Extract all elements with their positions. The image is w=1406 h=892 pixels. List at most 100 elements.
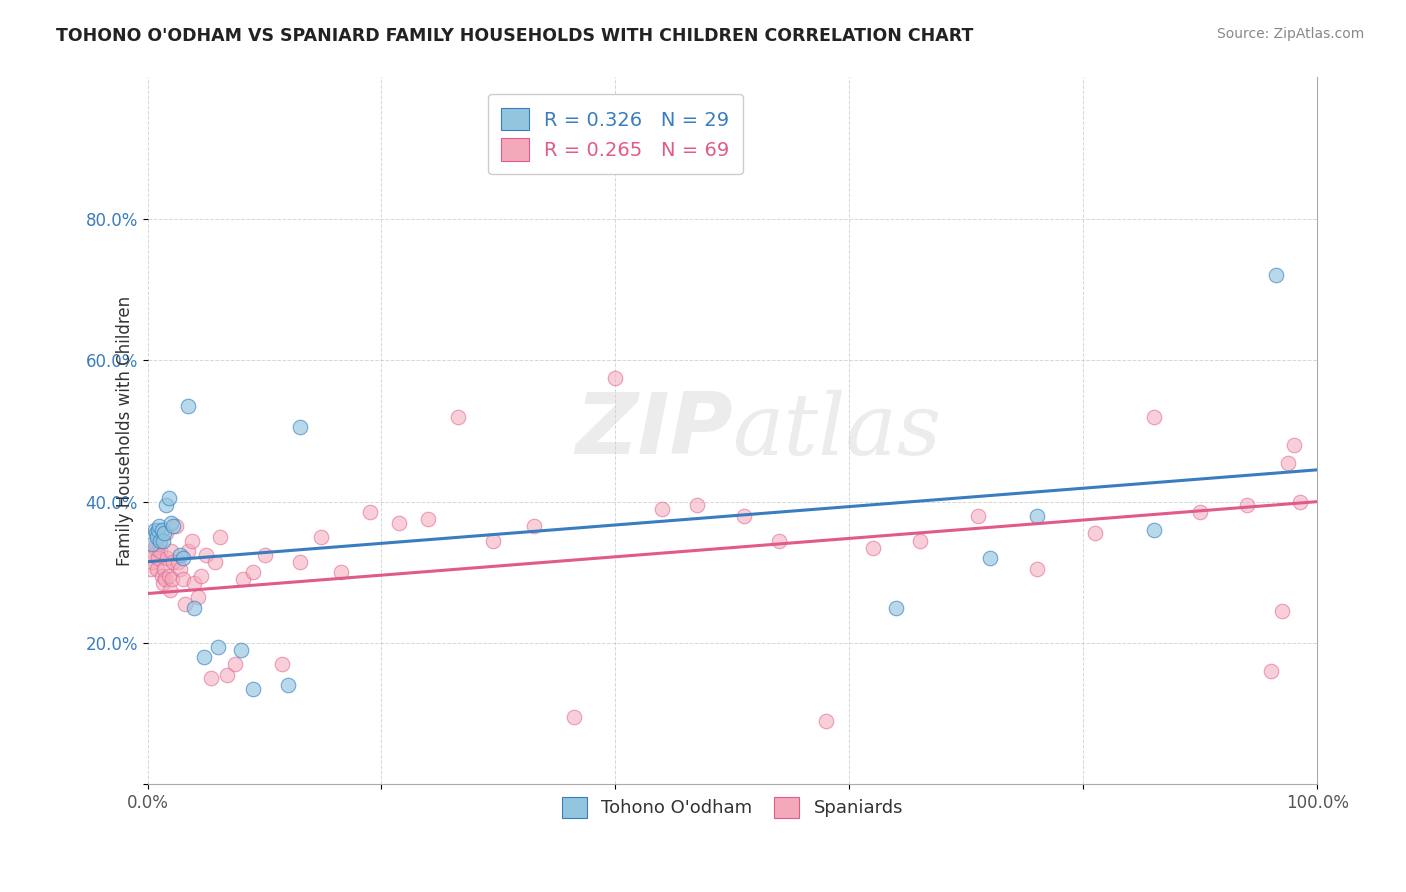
Point [1025, 508, 1047, 523]
Point [152, 576, 174, 591]
Point [862, 541, 884, 555]
Point [253, 548, 276, 562]
Point [146, 530, 169, 544]
Point [481, 533, 503, 548]
Point [1288, 494, 1310, 508]
Point [1277, 456, 1299, 470]
Point [153, 562, 176, 576]
Point [160, 544, 183, 558]
Point [686, 498, 709, 512]
Point [979, 551, 1001, 566]
Point [177, 544, 200, 558]
Point [193, 650, 215, 665]
Point [733, 508, 755, 523]
Point [143, 541, 166, 555]
Point [149, 533, 172, 548]
Text: TOHONO O'ODHAM VS SPANIARD FAMILY HOUSEHOLDS WITH CHILDREN CORRELATION CHART: TOHONO O'ODHAM VS SPANIARD FAMILY HOUSEH… [56, 27, 973, 45]
Point [187, 590, 209, 604]
Point [1265, 268, 1288, 283]
Point [160, 516, 183, 530]
Point [1142, 523, 1164, 537]
Point [1189, 505, 1212, 519]
Point [1084, 526, 1107, 541]
Point [146, 562, 169, 576]
Point [768, 533, 790, 548]
Point [1260, 665, 1282, 679]
Point [183, 600, 205, 615]
Point [1142, 409, 1164, 424]
Point [215, 668, 238, 682]
Point [1282, 438, 1305, 452]
Point [150, 523, 173, 537]
Point [165, 519, 187, 533]
Point [1025, 562, 1047, 576]
Point [141, 537, 163, 551]
Point [172, 573, 194, 587]
Point [195, 548, 218, 562]
Point [564, 710, 586, 724]
Point [967, 508, 990, 523]
Point [651, 501, 673, 516]
Point [190, 569, 212, 583]
Point [242, 566, 264, 580]
Point [209, 530, 232, 544]
Point [177, 399, 200, 413]
Point [153, 573, 176, 587]
Text: Source: ZipAtlas.com: Source: ZipAtlas.com [1216, 27, 1364, 41]
Point [605, 371, 627, 385]
Point [160, 573, 183, 587]
Point [155, 498, 177, 512]
Point [183, 576, 205, 591]
Point [232, 573, 254, 587]
Point [418, 512, 440, 526]
Point [150, 569, 173, 583]
Point [207, 640, 229, 654]
Point [157, 569, 180, 583]
Point [149, 544, 172, 558]
Point [329, 566, 352, 580]
Point [145, 526, 167, 541]
Point [155, 526, 177, 541]
Point [139, 562, 162, 576]
Point [446, 409, 468, 424]
Text: atlas: atlas [733, 390, 942, 472]
Point [141, 555, 163, 569]
Point [142, 548, 165, 562]
Point [814, 714, 837, 728]
Point [148, 519, 170, 533]
Legend: Tohono O'odham, Spaniards: Tohono O'odham, Spaniards [554, 789, 911, 825]
Point [309, 530, 332, 544]
Point [169, 548, 191, 562]
Point [229, 643, 252, 657]
Point [288, 555, 311, 569]
Point [242, 681, 264, 696]
Point [288, 420, 311, 434]
Point [181, 533, 204, 548]
Point [153, 526, 176, 541]
Point [156, 551, 179, 566]
Point [174, 597, 197, 611]
Point [162, 519, 184, 533]
Point [1271, 604, 1294, 618]
Point [146, 551, 169, 566]
Point [157, 491, 180, 505]
Point [145, 537, 167, 551]
Point [159, 582, 181, 597]
Point [162, 555, 184, 569]
Point [169, 562, 191, 576]
Point [271, 657, 294, 672]
Point [388, 516, 411, 530]
Point [146, 523, 169, 537]
Point [143, 523, 166, 537]
Point [224, 657, 246, 672]
Point [359, 505, 381, 519]
Y-axis label: Family Households with Children: Family Households with Children [115, 296, 134, 566]
Point [167, 555, 190, 569]
Point [152, 533, 174, 548]
Point [200, 672, 222, 686]
Point [172, 551, 194, 566]
Point [522, 519, 544, 533]
Point [908, 533, 931, 548]
Point [884, 600, 907, 615]
Text: ZIP: ZIP [575, 390, 733, 473]
